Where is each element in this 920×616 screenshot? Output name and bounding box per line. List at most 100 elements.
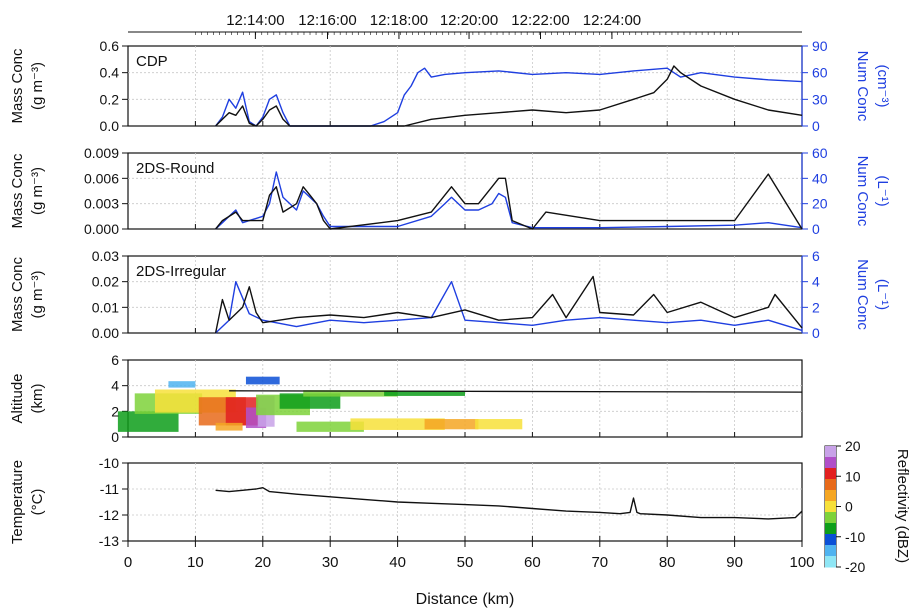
reflectivity-cell xyxy=(475,419,523,430)
colorbar-swatch xyxy=(825,457,836,469)
top-tick-label: 12:22:00 xyxy=(511,12,569,29)
x-axis-label: Distance (km) xyxy=(416,591,515,608)
right-tick-label: 6 xyxy=(812,248,820,264)
colorbar-tick-label: 0 xyxy=(845,499,853,515)
right-axis-unit: (L⁻¹) xyxy=(874,279,891,310)
left-axis-label: Temperature xyxy=(9,460,26,544)
left-tick-label: 0.6 xyxy=(100,38,120,54)
left-axis-label: Mass Conc xyxy=(9,256,26,332)
panel-label: CDP xyxy=(136,53,168,70)
colorbar-swatch xyxy=(825,446,836,458)
colorbar-tick-label: -20 xyxy=(845,559,865,575)
reflectivity-cell xyxy=(384,390,465,396)
series-line-panel2-num-conc xyxy=(215,171,803,230)
left-tick-label: 0.03 xyxy=(92,248,119,264)
panel-label: 2DS-Round xyxy=(136,160,214,177)
axes-layer xyxy=(122,31,841,568)
right-axis-unit: (cm⁻³) xyxy=(874,65,891,108)
series-line-panel3-mass-conc xyxy=(214,275,803,334)
reflectivity-cell xyxy=(279,393,341,409)
right-tick-label: 90 xyxy=(812,38,828,54)
left-tick-label: 0 xyxy=(111,429,119,445)
flight-altitude-line xyxy=(229,390,803,393)
right-tick-label: 40 xyxy=(812,170,828,186)
top-tick-label: 12:20:00 xyxy=(440,12,498,29)
x-tick-label: 20 xyxy=(254,554,271,571)
x-tick-label: 0 xyxy=(124,554,132,571)
colorbar-swatch xyxy=(825,479,836,491)
right-tick-label: 0 xyxy=(812,221,820,237)
colorbar-swatch xyxy=(825,490,836,502)
left-tick-label: 0.009 xyxy=(84,145,119,161)
colorbar-tick-label: -10 xyxy=(845,529,865,545)
x-tick-label: 100 xyxy=(789,554,814,571)
reflectivity-cell xyxy=(245,376,280,385)
colorbar-swatch xyxy=(825,545,836,557)
left-tick-label: 2 xyxy=(111,403,119,419)
left-tick-label: 0.2 xyxy=(100,91,120,107)
left-tick-label: 0.02 xyxy=(92,274,119,290)
x-tick-label: 60 xyxy=(524,554,541,571)
left-axis-unit: (°C) xyxy=(29,489,46,516)
left-axis-unit: (g m⁻³) xyxy=(29,271,46,319)
x-tick-label: 80 xyxy=(659,554,676,571)
reflectivity-cell xyxy=(350,418,445,430)
colorbar-tick-label: 20 xyxy=(845,438,861,454)
left-tick-label: 0.4 xyxy=(100,65,120,81)
right-tick-label: 60 xyxy=(812,145,828,161)
right-axis-label: Num Conc xyxy=(854,51,871,122)
left-axis-label: Mass Conc xyxy=(9,48,26,124)
colorbar-swatch xyxy=(825,501,836,513)
left-axis-unit: (km) xyxy=(29,384,46,414)
right-tick-label: 60 xyxy=(812,65,828,81)
right-tick-label: 4 xyxy=(812,274,820,290)
left-tick-label: -10 xyxy=(99,455,119,471)
series-line-panel3-num-conc xyxy=(215,281,803,334)
left-tick-label: -13 xyxy=(99,533,119,549)
series-line-panel1-mass-conc xyxy=(215,65,803,127)
colorbar-swatch xyxy=(825,512,836,524)
colorbar-swatch xyxy=(825,534,836,546)
left-tick-label: 0.00 xyxy=(92,325,119,341)
left-tick-label: -11 xyxy=(100,481,119,497)
reflectivity-cell xyxy=(296,421,364,432)
panel-frame xyxy=(127,462,803,542)
panel-label: 2DS-Irregular xyxy=(136,263,226,280)
left-tick-label: 4 xyxy=(111,378,119,394)
left-tick-label: 0.003 xyxy=(84,196,119,212)
right-tick-label: 2 xyxy=(812,299,820,315)
series-line-panel2-mass-conc xyxy=(215,173,803,230)
colorbar-swatch xyxy=(825,468,836,480)
colorbar-tick-label: 10 xyxy=(845,468,861,484)
left-tick-label: 0.0 xyxy=(100,118,120,134)
left-tick-label: -12 xyxy=(99,507,119,523)
reflectivity-cell xyxy=(424,419,479,430)
x-tick-label: 50 xyxy=(457,554,474,571)
left-tick-label: 0.000 xyxy=(84,221,119,237)
reflectivity-cell xyxy=(168,381,196,388)
right-tick-label: 0 xyxy=(812,118,820,134)
top-tick-label: 12:18:00 xyxy=(370,12,428,29)
left-axis-unit: (g m⁻³) xyxy=(29,62,46,110)
right-axis-label: Num Conc xyxy=(854,259,871,330)
top-tick-label: 12:24:00 xyxy=(583,12,641,29)
x-tick-label: 90 xyxy=(726,554,743,571)
text-layer: 12:14:00 12:16:00 12:18:00 12:20:00 12:22:00… xyxy=(9,12,911,608)
reflectivity-cell xyxy=(117,411,179,432)
right-tick-label: 30 xyxy=(812,91,828,107)
left-axis-label: Altitude xyxy=(9,373,26,423)
colorbar-label: Reflectivity (dBZ) xyxy=(894,449,911,563)
x-tick-label: 40 xyxy=(389,554,406,571)
data-layer xyxy=(117,65,836,568)
colorbar-swatch xyxy=(825,556,836,568)
right-tick-label: 0 xyxy=(812,325,820,341)
series-line-panel1-num-conc xyxy=(215,67,803,127)
top-tick-label: 12:16:00 xyxy=(298,12,356,29)
left-tick-label: 0.006 xyxy=(84,170,119,186)
reflectivity-cell xyxy=(303,390,398,397)
left-axis-unit: (g m⁻³) xyxy=(29,167,46,215)
right-axis-unit: (L⁻¹) xyxy=(874,175,891,206)
left-tick-label: 6 xyxy=(111,352,119,368)
left-axis-label: Mass Conc xyxy=(9,153,26,229)
